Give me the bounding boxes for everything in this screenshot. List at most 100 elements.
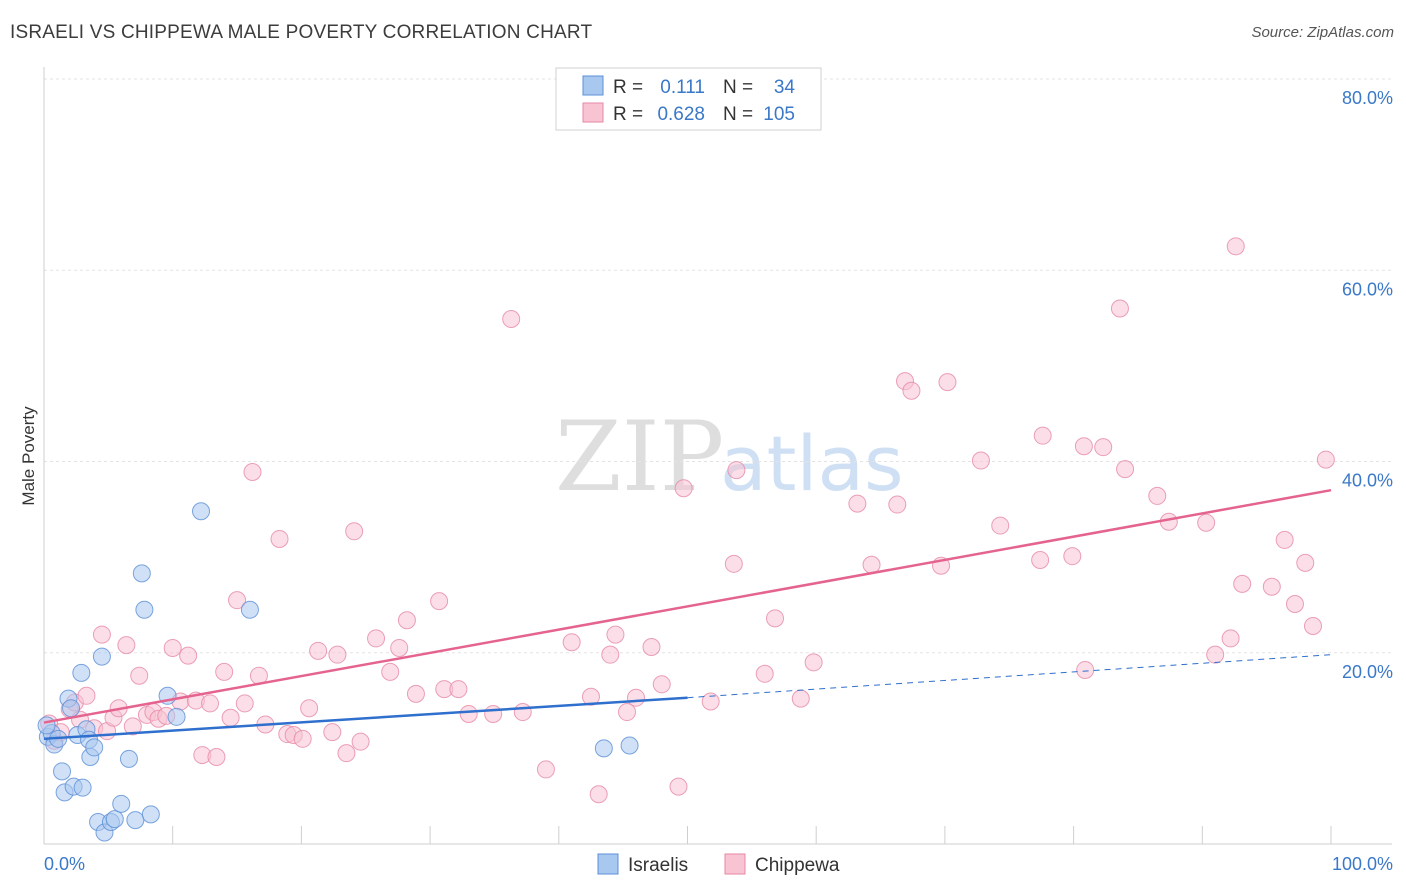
chippewa-point-69	[724, 554, 743, 573]
legend-label-israelis: Israelis	[628, 855, 688, 876]
chippewa-point-71	[755, 664, 774, 683]
chippewa-point-95	[1206, 645, 1225, 664]
chippewa-point-92	[1148, 486, 1167, 505]
chippewa-point-6	[77, 686, 96, 705]
chippewa-point-88	[1076, 660, 1095, 679]
israelis-point-33	[37, 716, 56, 735]
stats-n-label-chippewa: N =	[723, 104, 753, 125]
israelis-point-32	[620, 736, 639, 755]
israelis-point-25	[135, 600, 154, 619]
chippewa-point-44	[367, 629, 386, 648]
chippewa-point-56	[536, 760, 555, 779]
chippewa-point-85	[1033, 426, 1052, 445]
chippewa-point-61	[606, 625, 625, 644]
chippewa-point-41	[337, 744, 356, 763]
watermark: ZIP atlas	[555, 401, 904, 513]
trendlines	[43, 488, 1332, 741]
stats-r-value-israelis: 0.111	[660, 77, 705, 98]
chippewa-point-52	[459, 704, 478, 723]
series-israelis	[37, 502, 639, 842]
chippewa-point-94	[1197, 513, 1216, 532]
chippewa-point-63	[627, 688, 646, 707]
gridlines	[44, 78, 1392, 654]
chippewa-point-99	[1262, 577, 1281, 596]
chippewa-point-82	[971, 451, 990, 470]
chippewa-point-89	[1094, 438, 1113, 457]
israelis-point-23	[126, 811, 145, 830]
chippewa-point-25	[207, 747, 226, 766]
chippewa-point-21	[179, 646, 198, 665]
trendline-israelis-extension	[687, 654, 1332, 699]
series-chippewa	[40, 237, 1335, 804]
chippewa-point-72	[766, 609, 785, 628]
chippewa-point-14	[130, 666, 149, 685]
chippewa-point-100	[1275, 530, 1294, 549]
axes	[43, 67, 1392, 845]
chippewa-point-81	[938, 373, 957, 392]
chippewa-point-24	[201, 694, 220, 713]
israelis-point-22	[119, 749, 138, 768]
israelis-point-26	[141, 805, 160, 824]
chippewa-point-13	[123, 717, 142, 736]
chippewa-point-65	[652, 675, 671, 694]
chippewa-point-19	[163, 638, 182, 657]
chippewa-point-76	[862, 555, 881, 574]
stats-legend: R = 0.111 N = 34 R = 0.628 N = 105	[555, 67, 822, 131]
x-axis-ticks	[43, 826, 1332, 844]
chippewa-point-12	[117, 636, 136, 655]
chippewa-point-8	[92, 625, 111, 644]
chippewa-point-83	[991, 516, 1010, 535]
chippewa-point-33	[270, 529, 289, 548]
stats-swatch-israelis	[582, 75, 604, 96]
israelis-point-24	[132, 564, 151, 583]
chippewa-point-37	[300, 699, 319, 718]
israelis-point-30	[240, 600, 259, 619]
israelis-point-17	[92, 647, 111, 666]
y-axis-label: Male Poverty	[19, 406, 38, 506]
y-tick-label-0: 20.0%	[1342, 662, 1393, 682]
y-tick-label-1: 40.0%	[1342, 471, 1393, 491]
chippewa-point-104	[1316, 450, 1335, 469]
chippewa-point-79	[902, 381, 921, 400]
stats-n-value-israelis: 34	[774, 77, 796, 98]
trendline-israelis	[43, 696, 688, 741]
chippewa-point-47	[397, 611, 416, 630]
chippewa-point-77	[888, 495, 907, 514]
series-points	[37, 237, 1335, 842]
chippewa-point-73	[791, 689, 810, 708]
chippewa-point-51	[449, 680, 468, 699]
y-tick-label-3: 80.0%	[1342, 88, 1393, 108]
chippewa-point-91	[1116, 460, 1135, 479]
chippewa-point-27	[221, 708, 240, 727]
chippewa-point-40	[328, 645, 347, 664]
stats-n-value-chippewa: 105	[763, 104, 795, 125]
chippewa-point-45	[381, 662, 400, 681]
chippewa-point-103	[1303, 616, 1322, 635]
chippewa-point-28	[228, 591, 247, 610]
stats-r-value-chippewa: 0.628	[657, 104, 705, 125]
chippewa-point-57	[562, 633, 581, 652]
israelis-point-15	[85, 738, 104, 757]
chippewa-point-102	[1296, 553, 1315, 572]
chippewa-point-30	[243, 463, 262, 482]
chippewa-point-58	[581, 687, 600, 706]
israelis-point-11	[73, 778, 92, 797]
chart-title: ISRAELI VS CHIPPEWA MALE POVERTY CORRELA…	[10, 22, 593, 43]
chippewa-point-87	[1074, 437, 1093, 456]
chippewa-point-96	[1221, 629, 1240, 648]
israelis-point-4	[53, 762, 72, 781]
watermark-atlas: atlas	[720, 419, 904, 508]
israelis-point-7	[62, 699, 81, 718]
chippewa-point-74	[804, 653, 823, 672]
chippewa-point-54	[502, 310, 521, 329]
stats-n-label-israelis: N =	[723, 77, 753, 98]
israelis-point-21	[112, 794, 131, 813]
legend-swatch-israelis	[597, 853, 619, 875]
chippewa-point-39	[323, 723, 342, 742]
chippewa-point-64	[642, 638, 661, 657]
israelis-point-28	[167, 707, 186, 726]
chippewa-point-49	[430, 592, 449, 611]
chippewa-point-55	[513, 703, 532, 722]
israelis-point-20	[105, 810, 124, 829]
chippewa-point-68	[701, 692, 720, 711]
